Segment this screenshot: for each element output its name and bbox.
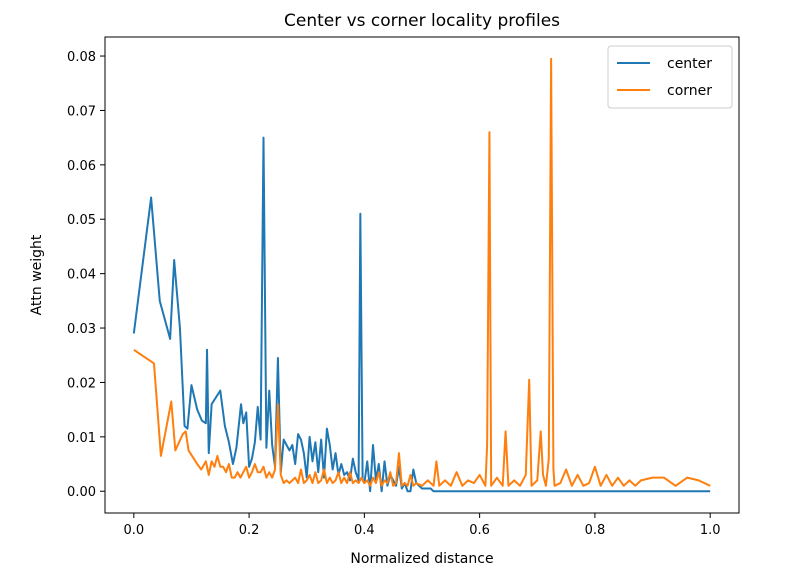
x-tick-label: 1.0 xyxy=(700,523,721,538)
x-axis: 0.0 0.2 0.4 0.6 0.8 1.0 xyxy=(123,513,721,538)
legend-box xyxy=(607,45,733,109)
chart-title: Center vs corner locality profiles xyxy=(284,11,560,31)
legend-label-corner: corner xyxy=(667,83,712,99)
y-tick-label: 0.04 xyxy=(67,268,96,283)
y-tick-label: 0.00 xyxy=(67,485,96,500)
y-tick-label: 0.01 xyxy=(67,431,96,446)
x-tick-label: 0.6 xyxy=(469,523,490,538)
x-tick-label: 0.2 xyxy=(239,523,260,538)
y-tick-label: 0.05 xyxy=(67,213,96,228)
legend: center corner xyxy=(607,45,733,109)
y-tick-label: 0.02 xyxy=(67,376,96,391)
plot-area xyxy=(104,36,740,514)
x-tick-label: 0.8 xyxy=(585,523,606,538)
series-line-corner xyxy=(133,57,711,487)
series-line-center xyxy=(132,136,711,493)
legend-label-center: center xyxy=(667,56,712,72)
y-tick-label: 0.06 xyxy=(67,159,96,174)
x-tick-label: 0.4 xyxy=(354,523,375,538)
x-tick-label: 0.0 xyxy=(123,523,144,538)
y-tick-label: 0.03 xyxy=(67,322,96,337)
x-axis-title: Normalized distance xyxy=(350,551,493,567)
series-layer xyxy=(132,57,711,493)
y-axis-title: Attn weight xyxy=(29,234,45,315)
plot-frame xyxy=(104,36,740,514)
y-tick-label: 0.08 xyxy=(67,50,96,65)
y-axis: 0.00 0.01 0.02 0.03 0.04 0.05 0.06 0.07 0.08 xyxy=(67,50,105,500)
y-tick-label: 0.07 xyxy=(67,104,96,119)
